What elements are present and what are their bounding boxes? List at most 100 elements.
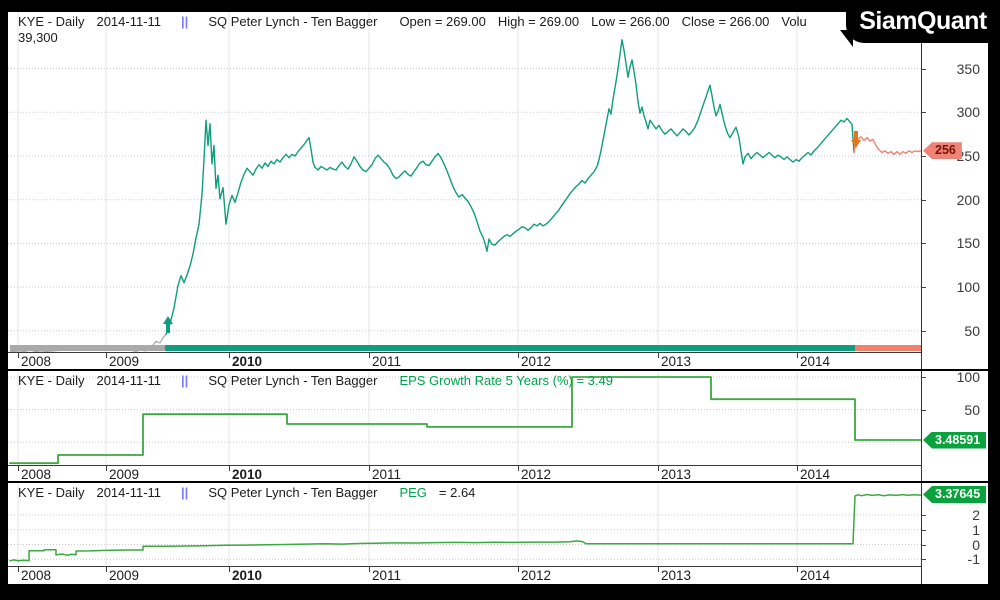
eps-x-axis[interactable]: 2008 2009 2010 2011 2012 2013 2014: [8, 465, 921, 481]
year-label-2014: 2014: [800, 568, 831, 583]
x-axis-tick: [229, 567, 230, 572]
y-axis-tick: [921, 112, 926, 114]
cursor-date: 2014-11-11: [96, 485, 162, 500]
eps-panel-title: KYE - Daily 2014-11-11 || SQ Peter Lynch…: [18, 373, 613, 388]
x-axis-tick: [106, 567, 107, 572]
peg-x-axis[interactable]: 2008 2009 2010 2011 2012 2013 2014: [8, 566, 921, 584]
x-axis-tick: [106, 353, 107, 358]
ticker-interval: KYE - Daily: [18, 485, 85, 500]
y-axis-label-50: 50: [964, 401, 980, 418]
x-axis-tick: [518, 466, 519, 471]
siamquant-logo-text: SiamQuant: [859, 7, 987, 35]
y-axis-label-350: 350: [956, 60, 980, 77]
indicator-name: SQ Peter Lynch - Ten Bagger: [208, 373, 378, 388]
y-axis-label-100: 100: [956, 279, 980, 296]
x-axis-tick: [658, 567, 659, 572]
peg-y-axis[interactable]: 2 1 0 -1 3.37645: [921, 483, 988, 584]
eps-growth-step: [9, 376, 921, 465]
year-label-2011: 2011: [372, 467, 402, 481]
year-label-2010: 2010: [232, 354, 263, 369]
peg-panel: KYE - Daily 2014-11-11 || SQ Peter Lynch…: [8, 483, 988, 584]
price-holding: [165, 39, 855, 335]
price-x-axis[interactable]: 2008 2009 2010 2011 2012 2013 2014: [8, 352, 921, 369]
y-axis-tick: [921, 68, 926, 70]
y-axis-tick: [921, 287, 926, 289]
x-axis-tick: [229, 466, 230, 471]
y-axis-tick: [921, 514, 926, 516]
ticker-interval: KYE - Daily: [18, 14, 85, 29]
x-axis-tick: [18, 466, 19, 471]
x-axis-tick: [797, 466, 798, 471]
eps-y-axis[interactable]: 100 50 3.48591: [921, 371, 988, 481]
y-axis-label-2: 2: [972, 506, 980, 523]
year-label-2013: 2013: [661, 467, 692, 481]
year-label-2014: 2014: [800, 467, 831, 481]
pipes-icon: ||: [181, 14, 189, 29]
indicator-value-tag: 3.37645: [923, 486, 987, 504]
indicator-name: SQ Peter Lynch - Ten Bagger: [208, 14, 378, 29]
x-axis-tick: [229, 353, 230, 358]
y-axis-tick: [921, 377, 926, 378]
pipes-icon: ||: [181, 373, 189, 388]
peg-metric-name: PEG: [399, 485, 427, 500]
x-axis-tick: [369, 353, 370, 358]
year-label-2012: 2012: [521, 467, 552, 481]
x-axis-tick: [18, 353, 19, 358]
price-after-exit: [853, 136, 921, 156]
y-axis-tick: [921, 199, 926, 201]
y-axis-tick: [921, 156, 926, 157]
y-axis-tick: [921, 544, 926, 546]
y-axis-label-0: 0: [972, 536, 980, 553]
year-label-2009: 2009: [109, 467, 140, 481]
year-label-2009: 2009: [109, 354, 140, 369]
year-label-2008: 2008: [21, 568, 52, 583]
x-axis-tick: [518, 353, 519, 358]
y-axis-label-100: 100: [956, 371, 980, 385]
y-axis-label--1: -1: [967, 551, 980, 568]
x-axis-tick: [18, 567, 19, 572]
cursor-date: 2014-11-11: [96, 373, 162, 388]
x-axis-tick: [518, 567, 519, 572]
year-label-2011: 2011: [372, 354, 402, 369]
eps-growth-panel: KYE - Daily 2014-11-11 || SQ Peter Lynch…: [8, 371, 988, 481]
year-label-2013: 2013: [661, 354, 692, 369]
eps-plot-area[interactable]: [8, 371, 921, 481]
x-axis-tick: [369, 567, 370, 572]
year-label-2008: 2008: [21, 467, 52, 481]
price-plot-area[interactable]: [8, 12, 921, 369]
price-y-axis[interactable]: 350 300 250 200 150 100 50 256: [921, 12, 988, 369]
y-axis-tick: [921, 330, 926, 332]
year-label-2010: 2010: [232, 467, 263, 481]
x-axis-tick: [797, 567, 798, 572]
year-label-2014: 2014: [800, 354, 831, 369]
peg-metric-value: = 2.64: [438, 485, 476, 500]
peg-panel-title: KYE - Daily 2014-11-11 || SQ Peter Lynch…: [18, 485, 475, 500]
year-label-2012: 2012: [521, 354, 552, 369]
peg-plot-area[interactable]: [8, 483, 921, 584]
volume-value: 39,300: [18, 30, 58, 45]
y-axis-label-250: 250: [956, 148, 980, 164]
close-value: Close = 266.00: [681, 14, 770, 29]
low-value: Low = 266.00: [591, 14, 670, 29]
indicator-name: SQ Peter Lynch - Ten Bagger: [208, 485, 378, 500]
y-axis-label-200: 200: [956, 191, 980, 208]
y-axis-tick: [921, 529, 926, 531]
year-label-2008: 2008: [21, 354, 52, 369]
eps-axis-divider: [921, 371, 922, 481]
year-label-2013: 2013: [661, 568, 692, 583]
year-label-2010: 2010: [232, 568, 263, 583]
x-axis-tick: [797, 353, 798, 358]
year-label-2012: 2012: [521, 568, 552, 583]
eps-metric-value: EPS Growth Rate 5 Years (%) = 3.49: [399, 373, 613, 388]
volume-label: Volu: [781, 14, 807, 29]
year-label-2011: 2011: [372, 568, 402, 583]
peg-line: [9, 493, 921, 562]
high-value: High = 269.00: [497, 14, 580, 29]
siamquant-logo: SiamQuant: [846, 0, 1000, 43]
y-axis-tick: [921, 559, 926, 561]
y-axis-label-150: 150: [956, 235, 980, 252]
ticker-interval: KYE - Daily: [18, 373, 85, 388]
sell-arrow-icon: [851, 131, 861, 148]
price-panel: KYE - Daily 2014-11-11 || SQ Peter Lynch…: [8, 12, 988, 369]
